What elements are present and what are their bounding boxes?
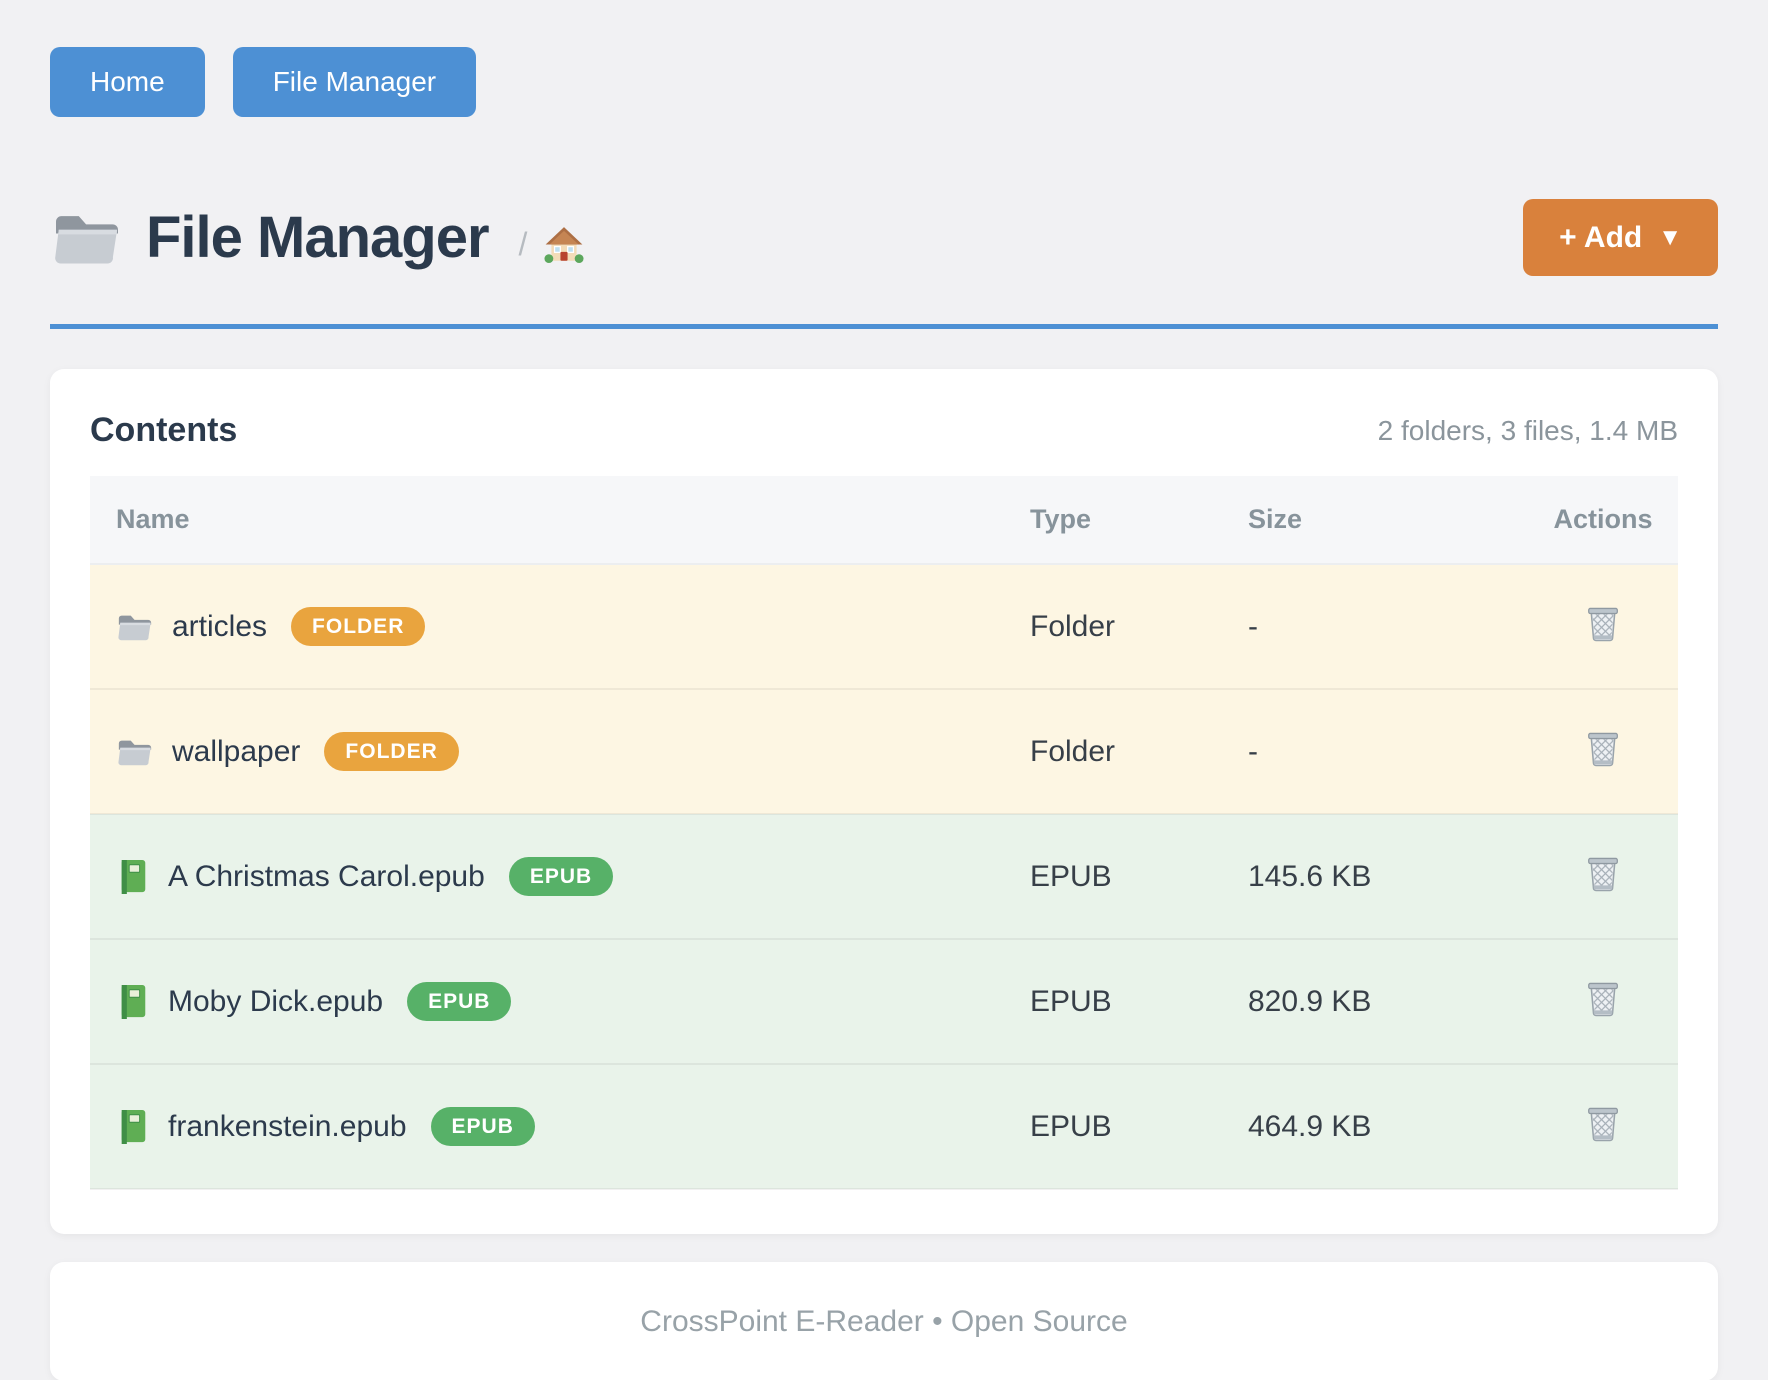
add-button-label: + Add xyxy=(1559,220,1643,254)
file-size: - xyxy=(1248,609,1258,643)
table-row[interactable]: articles FOLDER Folder - xyxy=(90,564,1678,689)
file-badge: FOLDER xyxy=(291,607,426,646)
trash-icon xyxy=(1587,1107,1618,1142)
file-size: - xyxy=(1248,734,1258,768)
table-row[interactable]: frankenstein.epub EPUB EPUB 464.9 KB xyxy=(90,1064,1678,1189)
trash-icon xyxy=(1587,607,1618,642)
table-row[interactable]: wallpaper FOLDER Folder - xyxy=(90,689,1678,814)
breadcrumb: / xyxy=(519,224,586,266)
file-badge: FOLDER xyxy=(324,732,459,771)
trash-icon xyxy=(1587,857,1618,892)
file-type: EPUB xyxy=(1030,859,1112,893)
delete-button[interactable] xyxy=(1584,977,1623,1020)
file-badge: EPUB xyxy=(508,857,614,896)
home-button[interactable]: Home xyxy=(50,47,205,117)
delete-button[interactable] xyxy=(1584,852,1623,895)
file-type: Folder xyxy=(1030,734,1116,768)
table-row[interactable]: Moby Dick.epub EPUB EPUB 820.9 KB xyxy=(90,939,1678,1064)
file-name[interactable]: Moby Dick.epub xyxy=(168,984,384,1018)
delete-button[interactable] xyxy=(1584,727,1623,770)
column-header-type: Type xyxy=(1030,476,1248,565)
file-badge: EPUB xyxy=(430,1107,535,1146)
table-row[interactable]: A Christmas Carol.epub EPUB EPUB 145.6 K… xyxy=(90,814,1678,939)
green-book-icon xyxy=(121,984,146,1019)
column-header-name: Name xyxy=(90,476,1030,565)
add-button[interactable]: + Add ▼ xyxy=(1523,199,1718,276)
footer-text: CrossPoint E-Reader • Open Source xyxy=(640,1304,1128,1338)
contents-summary: 2 folders, 3 files, 1.4 MB xyxy=(1377,414,1678,446)
file-name[interactable]: wallpaper xyxy=(172,734,301,768)
page-title: File Manager xyxy=(146,205,490,270)
file-type: Folder xyxy=(1030,609,1116,643)
green-book-icon xyxy=(121,1109,146,1144)
file-name[interactable]: articles xyxy=(172,609,268,643)
delete-button[interactable] xyxy=(1584,1102,1623,1145)
folder-icon xyxy=(55,215,118,264)
green-book-icon xyxy=(121,859,146,894)
file-size: 820.9 KB xyxy=(1248,984,1372,1018)
caret-down-icon: ▼ xyxy=(1658,223,1682,251)
file-type: EPUB xyxy=(1030,984,1112,1018)
page-header: File Manager / + Add ▼ xyxy=(50,199,1718,276)
top-nav: Home File Manager xyxy=(50,0,1718,117)
file-type: EPUB xyxy=(1030,1109,1112,1143)
house-icon xyxy=(544,226,585,264)
breadcrumb-separator: / xyxy=(518,226,528,262)
contents-card: Contents 2 folders, 3 files, 1.4 MB Name… xyxy=(50,369,1718,1234)
folder-icon xyxy=(118,615,152,640)
header-divider xyxy=(50,324,1718,329)
breadcrumb-home-link[interactable] xyxy=(543,224,585,266)
file-table: Name Type Size Actions articles FOLDER F… xyxy=(90,476,1678,1190)
column-header-actions: Actions xyxy=(1528,476,1678,565)
delete-button[interactable] xyxy=(1584,602,1623,645)
file-name[interactable]: A Christmas Carol.epub xyxy=(168,859,485,893)
table-header-row: Name Type Size Actions xyxy=(90,476,1678,565)
footer: CrossPoint E-Reader • Open Source xyxy=(50,1262,1718,1380)
contents-title: Contents xyxy=(90,411,238,449)
file-size: 145.6 KB xyxy=(1248,859,1372,893)
folder-icon xyxy=(118,740,152,765)
trash-icon xyxy=(1587,982,1618,1017)
file-size: 464.9 KB xyxy=(1248,1109,1372,1143)
contents-card-header: Contents 2 folders, 3 files, 1.4 MB xyxy=(90,411,1678,450)
file-name[interactable]: frankenstein.epub xyxy=(168,1109,407,1143)
trash-icon xyxy=(1587,732,1618,767)
file-badge: EPUB xyxy=(407,982,512,1021)
column-header-size: Size xyxy=(1248,476,1528,565)
file-manager-button[interactable]: File Manager xyxy=(232,47,477,117)
page: Home File Manager File Manager / + Add ▼… xyxy=(50,0,1718,1380)
file-table-body: articles FOLDER Folder - wallpaper FOLDE… xyxy=(90,564,1678,1189)
